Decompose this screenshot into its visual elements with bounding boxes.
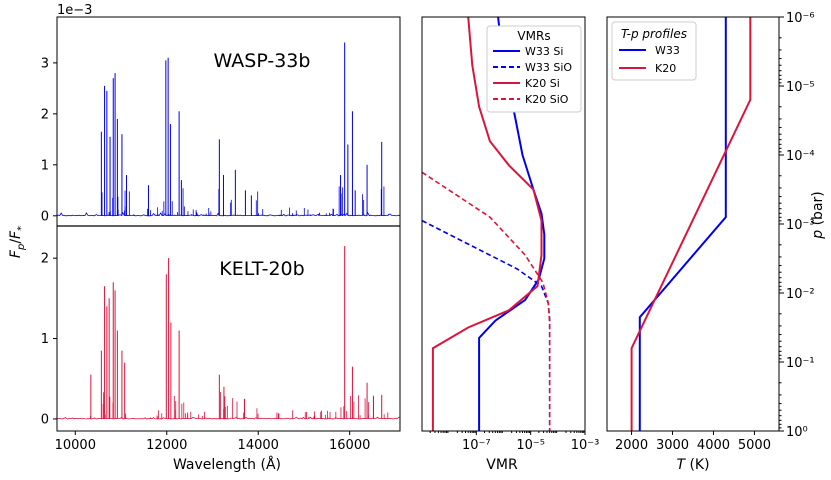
y-tick-label: 2 <box>41 252 49 267</box>
y-tick-label: 2 <box>41 107 49 122</box>
legend-entry: K20 <box>655 62 676 75</box>
x-tick-label: 5000 <box>738 438 771 453</box>
y-tick-label: 10⁻¹ <box>786 356 815 371</box>
y-tick-label: 10⁻⁶ <box>786 11 815 26</box>
x-tick-label: 10⁻⁷ <box>462 438 491 453</box>
x-axis-label-temperature: T (K) <box>676 457 709 473</box>
x-tick-label: 2000 <box>615 438 648 453</box>
title-wasp33b: WASP-33b <box>214 50 311 72</box>
x-tick-label: 3000 <box>656 438 689 453</box>
y-tick-label: 0 <box>41 209 49 224</box>
vmr-series-w33-si <box>478 16 546 431</box>
panel-kelt20b: KELT-20b Wavelength (Å) <box>173 258 305 473</box>
x-tick-label: 14000 <box>238 438 279 453</box>
offset-label: 1e−3 <box>57 3 92 18</box>
x-tick-label: 4000 <box>697 438 730 453</box>
vmr-plot <box>421 16 551 431</box>
legend-title: T-p profiles <box>621 27 687 41</box>
spectrum-frame <box>56 16 401 432</box>
legend-entry: K20 SiO <box>525 93 569 106</box>
legend-entry: K20 Si <box>525 77 560 90</box>
y-tick-label: 10⁻² <box>786 287 815 302</box>
legend-entry: W33 <box>655 44 680 57</box>
y-axis-label-flux: Fp/F* <box>8 226 27 258</box>
x-axis-label-vmr: VMR <box>486 457 518 473</box>
x-axis-label-wavelength: Wavelength (Å) <box>173 456 281 473</box>
panel-tp: T (K) p (bar) <box>676 191 826 473</box>
spectrum-k20: 0 1 2 <box>41 246 401 427</box>
x-tick-label: 10000 <box>55 438 96 453</box>
title-kelt20b: KELT-20b <box>219 258 304 280</box>
vmr-legend: VMRs W33 Si W33 SiO K20 Si K20 SiO <box>486 25 582 113</box>
x-tick-label: 10⁻³ <box>571 438 600 453</box>
legend-box <box>486 25 582 113</box>
vmr-frame <box>421 16 586 432</box>
vmr-series-k20-sio <box>421 171 551 431</box>
y-tick-label: 1 <box>41 332 49 347</box>
y-tick-label: 3 <box>41 56 49 71</box>
x-tick-label: 16000 <box>329 438 370 453</box>
y-tick-label: 10⁻³ <box>786 218 815 233</box>
legend-box <box>611 21 697 81</box>
legend-entry: W33 Si <box>525 45 563 58</box>
legend-entry: W33 SiO <box>525 61 572 74</box>
y-tick-label: 10⁻⁴ <box>786 149 815 164</box>
tp-series-w33 <box>638 17 727 431</box>
vmr-series-k20-si <box>431 16 543 431</box>
panel-vmr: VMR <box>486 457 518 473</box>
vmr-series-w33-sio <box>421 219 551 431</box>
y-tick-label: 0 <box>41 412 49 427</box>
panel-wasp33b: 1e−3 WASP-33b <box>57 3 310 72</box>
tp-plot <box>630 17 752 431</box>
tp-legend: T-p profiles W33 K20 <box>611 21 697 81</box>
y-tick-label: 1 <box>41 158 49 173</box>
spectrum-baseline <box>56 211 400 217</box>
y-axis-label-pressure: p (bar) <box>810 191 826 240</box>
tp-series-k20 <box>630 17 752 431</box>
x-tick-label: 12000 <box>146 438 187 453</box>
y-tick-label: 10⁰ <box>786 425 808 440</box>
spectrum-baseline <box>57 416 401 420</box>
legend-title: VMRs <box>517 29 550 43</box>
y-tick-label: 10⁻⁵ <box>786 80 815 95</box>
x-tick-label: 10⁻⁵ <box>516 438 545 453</box>
spectrum-w33: 0 1 2 3 <box>41 42 400 224</box>
